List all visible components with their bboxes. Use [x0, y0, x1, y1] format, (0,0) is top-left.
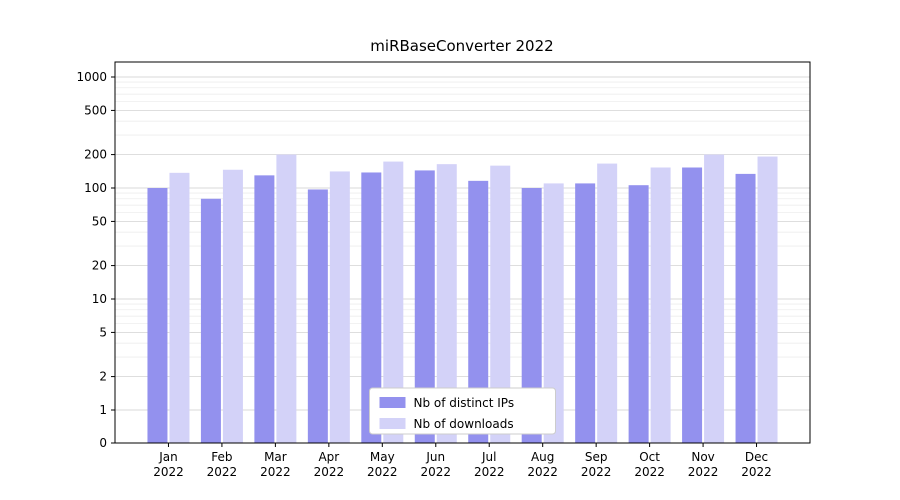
- x-tick-label-year: 2022: [474, 465, 505, 479]
- x-tick-label-month: Dec: [745, 450, 768, 464]
- x-tick-label-month: Nov: [691, 450, 714, 464]
- bar-jul-distinct-ips: [468, 180, 489, 444]
- axis-layer: 01251020501002005001000Jan2022Feb2022Mar…: [76, 70, 771, 479]
- bar-dec-downloads: [757, 156, 778, 443]
- plot-frame: [114, 61, 811, 444]
- bar-jan-distinct-ips: [147, 188, 168, 443]
- legend-swatch-downloads: [379, 418, 406, 429]
- bar-may-distinct-ips: [361, 172, 382, 443]
- bar-oct-downloads: [650, 167, 671, 443]
- y-tick-label: 500: [84, 103, 107, 117]
- x-tick-label-month: Oct: [639, 450, 660, 464]
- bar-may-downloads: [383, 161, 404, 443]
- y-tick-label: 0: [99, 436, 107, 450]
- x-tick-label-year: 2022: [741, 465, 772, 479]
- x-tick-label-month: Jun: [425, 450, 445, 464]
- x-tick-label-year: 2022: [153, 465, 184, 479]
- x-tick-label-month: Sep: [585, 450, 608, 464]
- bar-jan-downloads: [169, 172, 190, 443]
- x-tick-label-year: 2022: [688, 465, 719, 479]
- x-tick-label-month: Apr: [318, 450, 339, 464]
- x-tick-label-year: 2022: [367, 465, 398, 479]
- x-tick-label-year: 2022: [314, 465, 345, 479]
- bar-mar-downloads: [276, 154, 297, 443]
- legend-box: [369, 387, 556, 435]
- x-tick-label-year: 2022: [581, 465, 612, 479]
- x-tick-label-month: Mar: [264, 450, 287, 464]
- bar-sep-distinct-ips: [575, 183, 596, 444]
- y-tick-label: 1000: [76, 70, 107, 84]
- chart-title: miRBaseConverter 2022: [370, 37, 553, 55]
- bar-jun-downloads: [436, 164, 457, 443]
- legend-label-downloads: Nb of downloads: [414, 417, 514, 431]
- y-tick-label: 50: [92, 214, 107, 228]
- x-tick-label-month: Feb: [211, 450, 232, 464]
- bar-nov-distinct-ips: [682, 167, 703, 443]
- x-tick-label-month: May: [370, 450, 395, 464]
- y-tick-label: 20: [92, 259, 107, 273]
- bar-mar-distinct-ips: [254, 175, 275, 443]
- x-tick-label-year: 2022: [260, 465, 291, 479]
- legend: Nb of distinct IPs Nb of downloads: [369, 387, 556, 435]
- bar-jul-downloads: [490, 165, 511, 444]
- bar-jun-distinct-ips: [414, 170, 435, 444]
- x-tick-label-month: Jan: [158, 450, 178, 464]
- x-tick-label-month: Jul: [481, 450, 496, 464]
- bar-aug-distinct-ips: [521, 188, 542, 443]
- bar-feb-distinct-ips: [200, 198, 221, 443]
- bar-apr-distinct-ips: [307, 189, 328, 443]
- y-tick-label: 100: [84, 181, 107, 195]
- bar-layer: [147, 154, 778, 444]
- bar-nov-downloads: [704, 154, 725, 443]
- y-tick-label: 5: [99, 325, 107, 339]
- bar-sep-downloads: [597, 163, 618, 444]
- x-tick-label-month: Aug: [531, 450, 554, 464]
- x-tick-label-year: 2022: [634, 465, 665, 479]
- x-tick-label-year: 2022: [420, 465, 451, 479]
- bar-apr-downloads: [329, 171, 350, 443]
- y-tick-label: 200: [84, 148, 107, 162]
- x-tick-label-year: 2022: [527, 465, 558, 479]
- bar-oct-distinct-ips: [628, 185, 649, 444]
- y-tick-label: 2: [99, 370, 107, 384]
- x-tick-label-year: 2022: [207, 465, 238, 479]
- bar-feb-downloads: [222, 169, 243, 443]
- bar-dec-distinct-ips: [735, 173, 756, 444]
- legend-swatch-distinct-ips: [379, 397, 406, 408]
- legend-label-distinct-ips: Nb of distinct IPs: [414, 396, 515, 410]
- y-tick-label: 10: [92, 292, 107, 306]
- y-tick-label: 1: [99, 403, 107, 417]
- bar-aug-downloads: [543, 183, 564, 444]
